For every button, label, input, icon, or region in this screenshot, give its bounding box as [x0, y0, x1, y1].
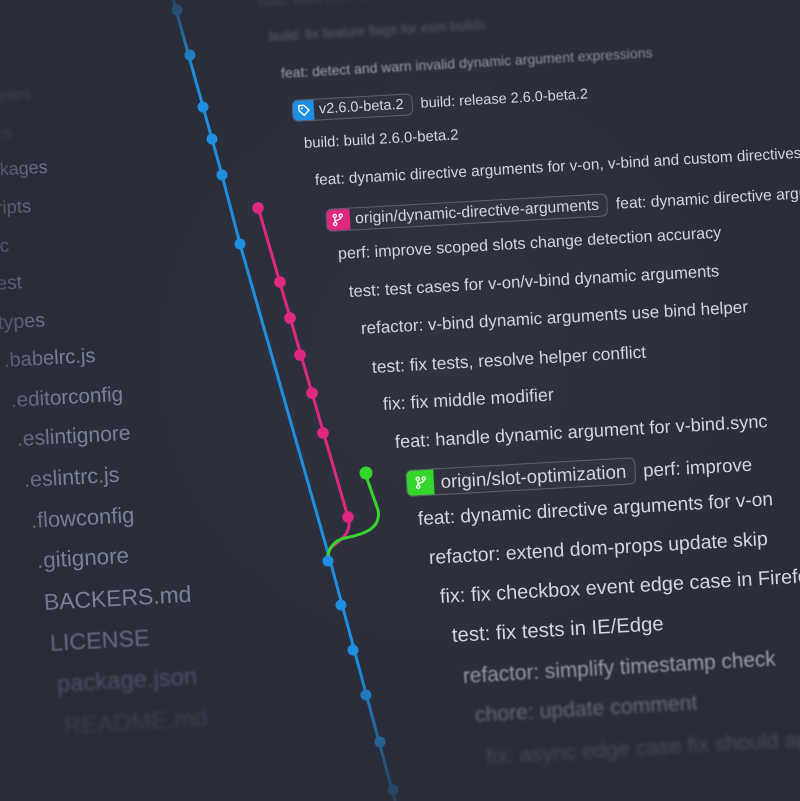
main-commit-node[interactable] — [184, 49, 196, 61]
main-commit-node[interactable] — [374, 736, 386, 748]
main-commit-node[interactable] — [216, 169, 228, 181]
main-commit-node[interactable] — [322, 555, 334, 567]
dynamic-commit-node[interactable] — [306, 387, 318, 399]
main-commit-node[interactable] — [234, 238, 246, 250]
main-commit-node[interactable] — [197, 101, 209, 113]
dynamic-commit-node[interactable] — [317, 427, 329, 439]
main-commit-node[interactable] — [171, 4, 183, 16]
ref-badge-label: v2.6.0-beta.2 — [318, 96, 405, 118]
main-commit-node[interactable] — [360, 689, 372, 701]
git-branch-icon — [406, 469, 435, 497]
tag-icon — [292, 99, 315, 121]
main-commit-node[interactable] — [335, 599, 347, 611]
git-branch-icon — [326, 208, 351, 231]
dynamic-commit-node[interactable] — [252, 202, 264, 214]
main-commit-node[interactable] — [387, 784, 399, 796]
file-list-item[interactable]: src — [0, 234, 10, 257]
file-list-item[interactable]: scripts — [0, 195, 32, 220]
file-list-item[interactable]: LICENSE — [49, 624, 151, 656]
commit-message: perf: improve — [642, 453, 753, 481]
file-list-item[interactable]: ...ples — [0, 121, 12, 145]
file-list-item[interactable]: test — [0, 271, 23, 295]
main-branch-line — [171, 0, 397, 801]
slot-commit-node[interactable] — [359, 466, 373, 480]
main-commit-node[interactable] — [206, 133, 218, 145]
dynamic-commit-node[interactable] — [284, 312, 296, 324]
file-list-item[interactable]: .eslintrc.js — [23, 462, 121, 492]
file-list-item[interactable]: types — [0, 309, 46, 334]
dynamic-branch-line — [256, 205, 351, 550]
file-list-item[interactable]: .gitignore — [36, 543, 130, 574]
main-commit-node[interactable] — [347, 644, 359, 656]
dynamic-commit-node[interactable] — [274, 276, 286, 288]
dynamic-commit-node[interactable] — [294, 349, 306, 361]
dynamic-commit-node[interactable] — [342, 511, 354, 523]
